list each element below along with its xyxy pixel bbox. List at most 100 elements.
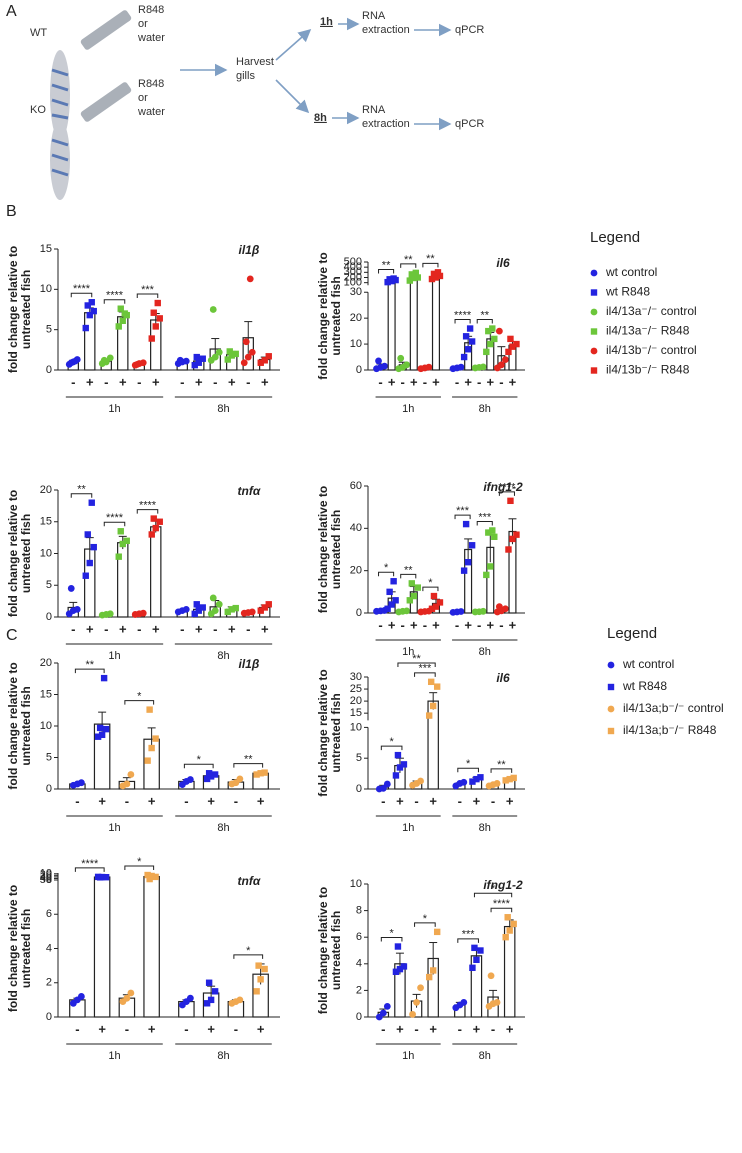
point	[485, 327, 492, 335]
point	[100, 674, 108, 682]
x-tick-label: -	[423, 617, 427, 632]
y-tick-label: 20	[40, 869, 52, 881]
point	[209, 306, 217, 313]
significance-bracket	[124, 700, 155, 705]
point	[117, 305, 124, 312]
point	[207, 996, 215, 1004]
point	[121, 310, 128, 317]
legend-marker	[590, 347, 598, 355]
point	[236, 996, 244, 1004]
y-axis-label: untreated fish	[19, 514, 33, 593]
point	[493, 780, 501, 787]
x-tick-label: -	[499, 374, 503, 389]
significance-bracket	[490, 768, 513, 773]
group-label: 8h	[479, 646, 491, 658]
point	[487, 340, 494, 348]
point	[506, 927, 513, 934]
significance-label: **	[412, 653, 421, 665]
y-tick-label: 25	[350, 683, 362, 695]
y-tick-label: 10	[350, 878, 362, 890]
point	[375, 357, 382, 365]
significance-label: **	[497, 759, 506, 771]
point	[483, 348, 490, 356]
significance-bracket	[378, 571, 395, 577]
point	[257, 359, 264, 366]
treatment-label: or	[138, 18, 148, 30]
arrow	[275, 79, 310, 114]
significance-label: ***	[456, 505, 470, 517]
group-label: 1h	[108, 650, 120, 662]
step-label: qPCR	[455, 24, 484, 36]
legend-marker	[590, 289, 598, 296]
point	[392, 968, 400, 975]
y-tick-label: 15	[40, 243, 52, 255]
x-tick-label: +	[388, 617, 396, 632]
x-tick-label: -	[458, 1021, 462, 1036]
y-tick-label: 20	[350, 565, 362, 577]
y-tick-label: 15	[350, 707, 362, 719]
point	[86, 559, 93, 567]
legend-title: Legend	[607, 625, 657, 642]
significance-label: ****	[454, 309, 472, 321]
y-axis-label: fold change relative to	[6, 662, 20, 789]
y-axis-label: fold change relative to	[316, 669, 330, 796]
y-axis-label: fold change relative to	[6, 885, 20, 1012]
legend-marker	[590, 367, 598, 374]
point	[510, 920, 517, 928]
point	[414, 584, 421, 591]
point	[462, 520, 470, 528]
y-tick-label: 0	[356, 364, 362, 376]
point	[487, 563, 494, 570]
point	[148, 335, 155, 342]
point	[224, 608, 231, 616]
y-tick-label: 0	[46, 611, 52, 623]
group-label: 8h	[479, 403, 491, 415]
significance-bracket	[454, 514, 471, 520]
point	[483, 571, 490, 579]
y-tick-label: 15	[40, 688, 52, 700]
point	[427, 678, 435, 686]
point	[506, 775, 513, 783]
x-tick-label: +	[257, 1021, 265, 1036]
point	[199, 355, 206, 362]
significance-bracket	[414, 922, 436, 927]
significance-bracket	[476, 520, 493, 526]
point	[215, 348, 223, 356]
x-tick-label: +	[464, 617, 472, 632]
significance-label: ***	[141, 284, 155, 296]
significance-bracket	[457, 938, 479, 943]
point	[94, 733, 102, 740]
point	[468, 338, 476, 345]
significance-bracket	[70, 292, 93, 298]
y-tick-label: 2	[356, 984, 362, 996]
point	[215, 600, 223, 608]
x-tick-label: +	[486, 374, 494, 389]
y-tick-label: 10	[40, 868, 52, 880]
significance-label: *	[423, 913, 428, 925]
point	[228, 606, 235, 613]
point	[460, 998, 468, 1006]
legend-label: wt R848	[605, 285, 650, 299]
y-axis-label: fold change relative to	[6, 246, 20, 373]
x-tick-label: -	[234, 1021, 238, 1036]
x-tick-label: +	[464, 374, 472, 389]
significance-bracket	[103, 521, 126, 527]
significance-label: **	[480, 309, 489, 321]
x-tick-label: -	[71, 621, 75, 636]
group-label: 8h	[217, 1050, 229, 1062]
point	[491, 533, 498, 540]
y-tick-label: 100	[344, 277, 362, 289]
point	[96, 874, 104, 881]
point	[466, 325, 474, 332]
point	[195, 607, 202, 614]
point	[396, 965, 404, 973]
point	[433, 683, 441, 690]
point	[232, 604, 239, 612]
point	[150, 515, 157, 522]
group-label: 1h	[402, 403, 414, 415]
x-tick-label: -	[477, 374, 481, 389]
point	[493, 998, 501, 1006]
group-label: 8h	[217, 403, 229, 415]
point	[156, 518, 163, 525]
x-tick-label: -	[125, 1021, 129, 1036]
